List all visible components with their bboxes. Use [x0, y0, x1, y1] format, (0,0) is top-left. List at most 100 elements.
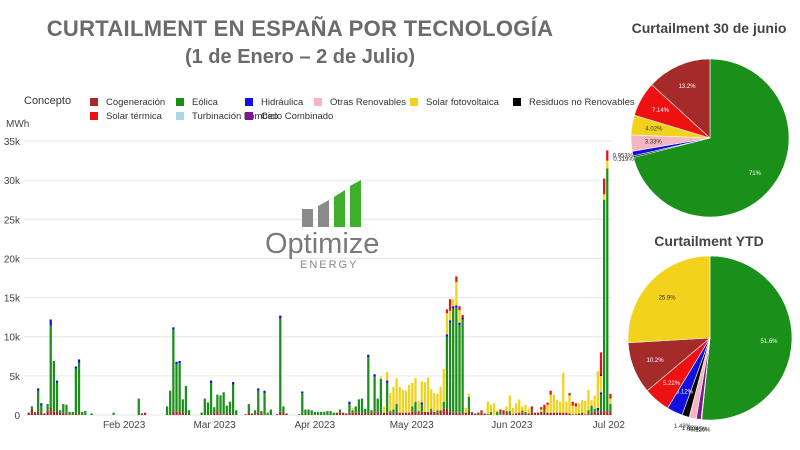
chart-subtitle: (1 de Enero – 2 de Julio) [184, 46, 416, 68]
bar-segment [49, 319, 52, 326]
bar-segment [461, 314, 464, 318]
bar-segment [581, 412, 584, 415]
bar-segment [140, 413, 144, 415]
bar-segment [521, 412, 524, 415]
bar-segment [420, 402, 423, 405]
bar-segment [386, 380, 389, 383]
bar-segment [546, 402, 549, 405]
bar-segment [543, 404, 546, 411]
bar-segment [448, 411, 452, 415]
bar-segment [430, 408, 433, 412]
bar-segment [417, 411, 420, 413]
bar-segment [46, 411, 49, 415]
y-tick-label: 25k [4, 215, 21, 226]
pie-slice [651, 58, 711, 139]
legend-item[interactable]: Ciclo Combinado [245, 111, 333, 123]
bar-segment [33, 413, 37, 415]
legend-item[interactable]: Solar térmica [90, 111, 162, 123]
bar-segment [216, 394, 219, 412]
legend-label: Eólica [192, 97, 218, 108]
y-axis-label: MWh [6, 119, 29, 130]
bar-segment [279, 411, 282, 415]
bar-segment [269, 409, 272, 415]
bar-segment [609, 398, 612, 405]
bar-segment [231, 382, 235, 385]
bar-segment [527, 413, 530, 415]
bar-segment [392, 413, 395, 415]
bar-segment [310, 410, 313, 415]
bar-segment [571, 414, 574, 415]
legend-item[interactable]: Eólica [176, 97, 218, 109]
pie-slice-label: 0.945% [687, 427, 708, 433]
bar-segment [228, 413, 232, 415]
bar-segment [231, 384, 235, 415]
bar-segment [505, 406, 508, 412]
bar-segment [404, 412, 408, 415]
legend-label: Residuos no Renovables [529, 97, 635, 108]
bar-segment [411, 406, 414, 412]
bar-segment [606, 150, 609, 161]
bar-segment [433, 393, 436, 412]
bar-segment [209, 414, 213, 415]
bar-segment [417, 412, 420, 415]
bar-segment [71, 411, 74, 415]
bar-segment [511, 414, 515, 415]
bar-segment [480, 410, 483, 413]
bar-segment [524, 413, 527, 415]
bar-segment [489, 411, 493, 415]
bar-segment [461, 319, 464, 414]
bar-segment [565, 401, 568, 413]
bar-segment [326, 411, 329, 415]
bar-segment [514, 403, 518, 414]
bar-segment [596, 410, 599, 413]
legend-item[interactable]: Turbinación bombeo [176, 111, 278, 123]
legend-item[interactable]: Hidráulica [245, 97, 303, 109]
bar-segment [445, 334, 449, 337]
bar-segment [175, 364, 178, 412]
bar-segment [392, 386, 395, 410]
bar-segment [606, 411, 609, 415]
bar-segment [436, 410, 439, 413]
logo-wordmark: Optimize [265, 228, 380, 260]
legend-caption: Concepto [24, 95, 72, 107]
pie-slice [701, 255, 793, 421]
bar-segment [480, 412, 483, 415]
bar-segment [492, 403, 496, 415]
bar-segment [508, 395, 511, 412]
bar-segment [49, 407, 52, 415]
bar-segment [178, 411, 181, 415]
pie-slice-label: 3.33% [645, 140, 663, 146]
bar-segment [536, 412, 540, 415]
bar-segment [587, 389, 590, 411]
bar-segment [486, 401, 489, 415]
bar-segment [137, 398, 140, 415]
bar-segment [477, 412, 480, 415]
bar-segment [467, 393, 471, 397]
bar-segment [357, 412, 361, 415]
bar-segment [461, 413, 464, 415]
bar-segment [599, 392, 603, 395]
legend-item[interactable]: Cogeneración [90, 97, 165, 109]
legend-item[interactable]: Residuos no Renovables [513, 97, 635, 109]
bar-segment [301, 391, 304, 394]
bar-segment [518, 399, 521, 413]
bar-segment [62, 404, 65, 413]
bar-segment [351, 410, 354, 413]
y-tick-label: 15k [4, 294, 21, 305]
bar-segment [574, 406, 577, 415]
legend-item[interactable]: Solar fotovoltaica [410, 97, 499, 109]
bar-segment [574, 403, 577, 407]
bar-segment [367, 413, 370, 415]
legend-item[interactable]: Otras Renovables [314, 97, 406, 109]
bar-segment [455, 307, 458, 413]
bar-segment [386, 371, 389, 381]
bar-segment [77, 414, 81, 415]
bar-segment [49, 325, 52, 408]
bar-segment [37, 411, 40, 415]
bar-segment [467, 396, 471, 412]
bar-segment [364, 408, 367, 414]
bar-segment [178, 363, 181, 412]
bar-segment [455, 276, 458, 282]
bar-segment [521, 410, 524, 413]
